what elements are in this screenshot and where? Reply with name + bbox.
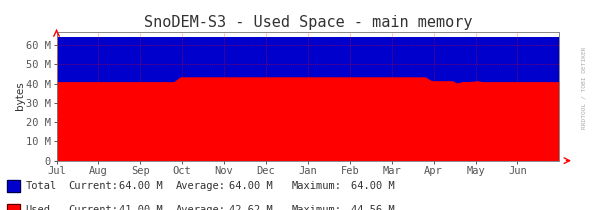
Text: 64.00 M: 64.00 M (351, 181, 395, 191)
Text: Total: Total (26, 181, 57, 191)
Text: Current:: Current: (68, 181, 118, 191)
Text: Used: Used (26, 205, 51, 210)
Text: Average:: Average: (176, 181, 226, 191)
Text: RRDTOOL / TOBI OETIKER: RRDTOOL / TOBI OETIKER (582, 47, 587, 129)
Y-axis label: bytes: bytes (15, 82, 24, 110)
Text: 64.00 M: 64.00 M (119, 181, 163, 191)
Text: 44.56 M: 44.56 M (351, 205, 395, 210)
Text: Maximum:: Maximum: (292, 205, 342, 210)
Title: SnoDEM-S3 - Used Space - main memory: SnoDEM-S3 - Used Space - main memory (143, 15, 472, 30)
Text: 42.62 M: 42.62 M (229, 205, 273, 210)
Text: 64.00 M: 64.00 M (229, 181, 273, 191)
Text: Current:: Current: (68, 205, 118, 210)
Text: Maximum:: Maximum: (292, 181, 342, 191)
Text: 41.00 M: 41.00 M (119, 205, 163, 210)
Text: Average:: Average: (176, 205, 226, 210)
